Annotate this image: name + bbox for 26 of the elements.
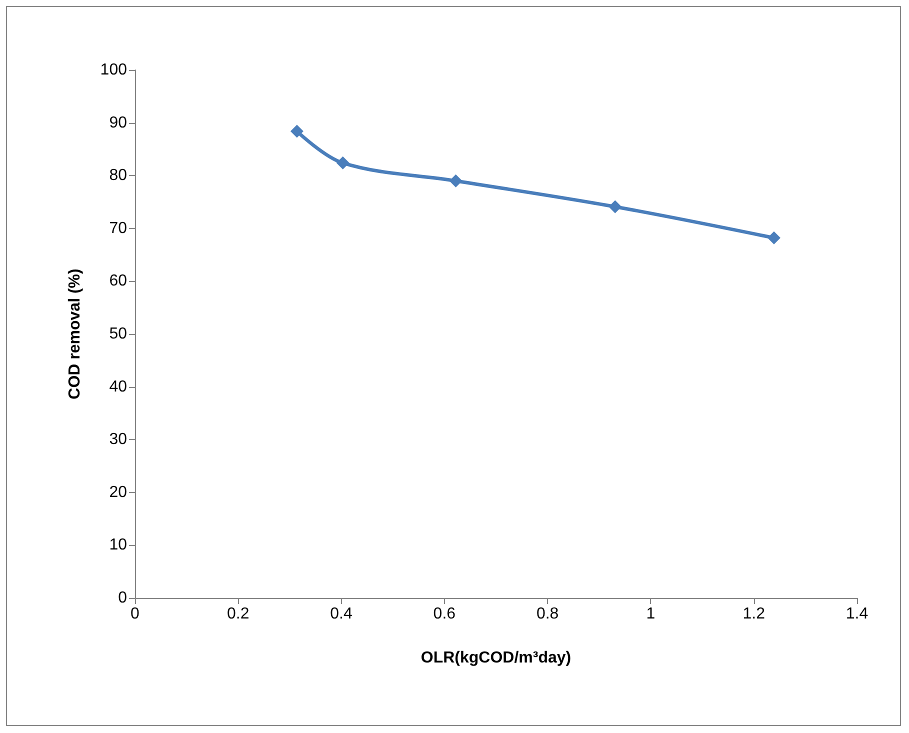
point — [608, 200, 622, 214]
x-tick-label: 1 — [646, 606, 656, 622]
x-tick-label: 1.2 — [742, 606, 766, 622]
point — [290, 124, 304, 138]
y-tick-label: 40 — [109, 378, 128, 396]
x-tick-label: 1.4 — [846, 606, 868, 622]
y-tick-label: 80 — [109, 167, 128, 184]
y-tick-label: 0 — [118, 590, 128, 606]
x-axis-title: OLR(kgCOD/m³day) — [420, 650, 572, 666]
point — [767, 231, 780, 244]
x-tick-label: 0.6 — [433, 606, 456, 622]
x-tick-label: 0 — [130, 606, 140, 622]
y-tick-label: 10 — [109, 536, 128, 554]
point — [449, 174, 462, 188]
y-tick-label: 30 — [109, 431, 128, 448]
x-tick-label: 0.8 — [536, 606, 559, 622]
y-tick-label: 50 — [109, 326, 128, 342]
y-axis-title: COD removal (%) — [66, 268, 84, 400]
point — [336, 156, 350, 170]
y-tick-label: 70 — [109, 220, 128, 237]
x-tick-label: 0.4 — [330, 606, 353, 622]
y-tick-label: 20 — [109, 484, 128, 501]
x-tick-label: 0.2 — [227, 606, 250, 622]
y-tick-label: 60 — [109, 272, 128, 290]
y-tick-label: 90 — [109, 114, 128, 132]
y-tick-label: 100 — [100, 62, 128, 78]
